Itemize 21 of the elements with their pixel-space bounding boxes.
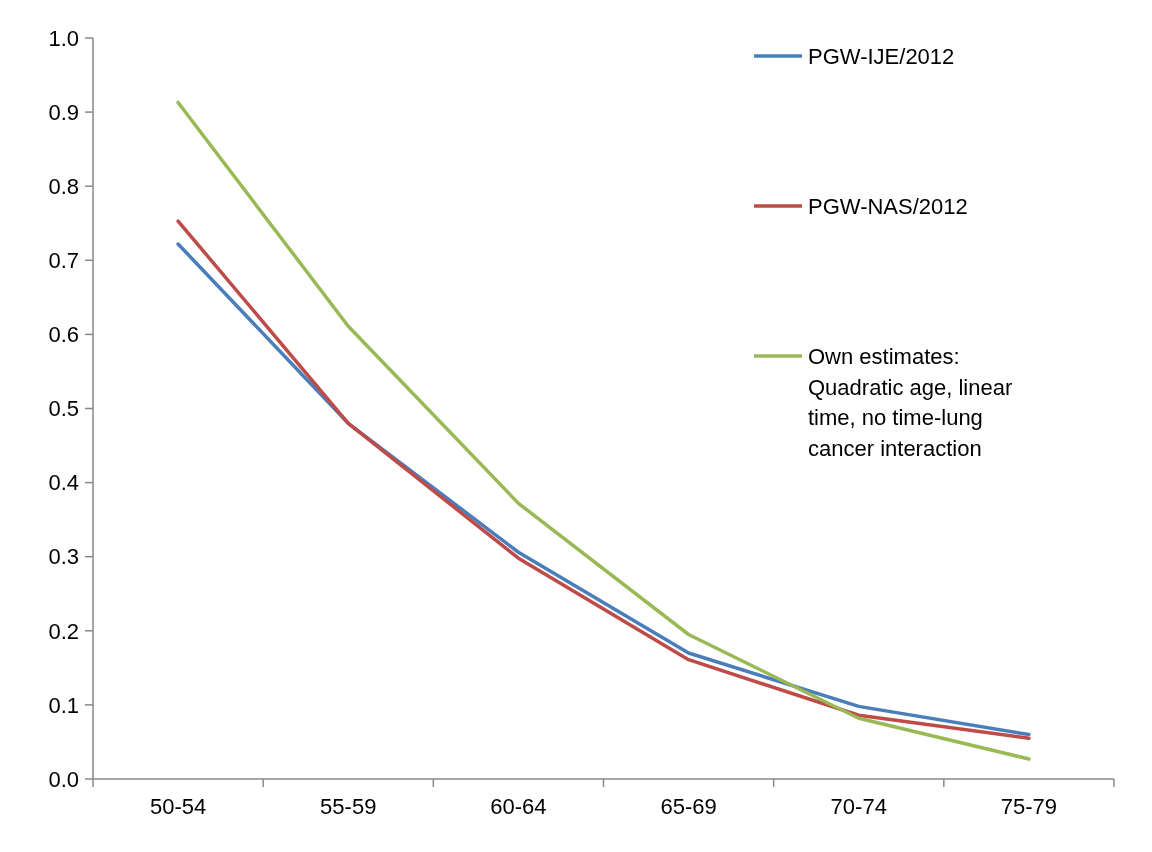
- y-tick-label: 0.2: [48, 618, 79, 644]
- x-tick-label: 60-64: [490, 794, 547, 819]
- x-tick-label: 55-59: [320, 794, 377, 819]
- legend-label: PGW-IJE/2012: [808, 43, 955, 69]
- legend-label: Own estimates: Quadratic age, linear time, no time-lung cancer interaction: [808, 343, 1013, 462]
- x-tick-label: 65-69: [660, 794, 717, 819]
- x-tick-label: 75-79: [1000, 794, 1058, 819]
- y-tick-label: 0.9: [48, 99, 79, 125]
- legend-label: PGW-NAS/2012: [808, 193, 968, 219]
- y-tick-label: 0.5: [48, 396, 79, 422]
- y-tick-label: 0.3: [48, 544, 79, 570]
- y-tick-label: 0.8: [48, 173, 79, 199]
- y-tick-label: 0.1: [48, 692, 79, 718]
- y-tick-label: 1.0: [48, 25, 79, 51]
- x-tick-label: 70-74: [830, 794, 887, 819]
- y-tick-label: 0.4: [48, 470, 79, 496]
- x-tick-label: 50-54: [149, 794, 207, 819]
- y-tick-label: 0.0: [48, 766, 79, 792]
- y-tick-label: 0.7: [48, 248, 79, 273]
- line-series: [176, 100, 1031, 761]
- y-tick-label: 0.6: [48, 322, 79, 348]
